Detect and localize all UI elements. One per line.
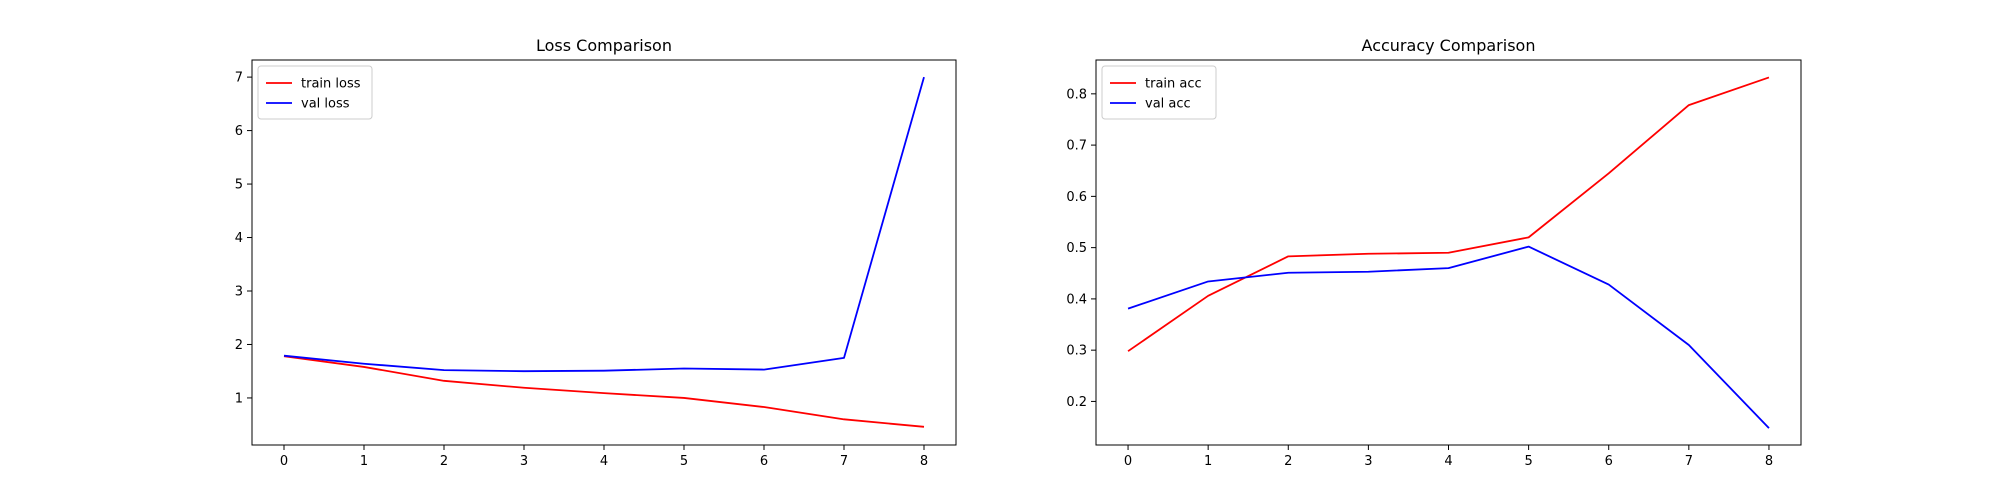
accuracy-x-tick-label: 1 — [1204, 454, 1212, 469]
accuracy-x-tick-label: 7 — [1685, 454, 1693, 469]
accuracy-val-acc-line — [1127, 245, 1770, 429]
loss-legend-label: train loss — [301, 77, 361, 92]
loss-x-tick-label: 6 — [760, 454, 768, 469]
loss-y-tick-label: 6 — [235, 124, 243, 139]
loss-y-tick-label: 4 — [235, 231, 243, 246]
accuracy-y-tick-label: 0.6 — [1066, 190, 1087, 205]
loss-chart: Loss Comparison 0 1 2 3 4 5 6 7 8 1 2 3 4 5 6 7 train los… — [235, 36, 957, 469]
loss-y-tick-label: 2 — [235, 338, 243, 353]
loss-val-loss-line — [283, 76, 925, 373]
loss-x-tick-label: 0 — [280, 454, 288, 469]
accuracy-x-tick-label: 6 — [1605, 454, 1613, 469]
accuracy-legend-box — [1101, 65, 1217, 120]
accuracy-x-tick-label: 4 — [1444, 454, 1452, 469]
accuracy-y-tick-label: 0.8 — [1066, 87, 1087, 102]
accuracy-y-tick-label: 0.3 — [1066, 344, 1087, 359]
loss-y-tick-label: 1 — [235, 391, 243, 406]
loss-x-tick-label: 8 — [920, 454, 928, 469]
loss-x-tick-label: 1 — [360, 454, 368, 469]
accuracy-legend-label: val acc — [1145, 97, 1191, 112]
accuracy-chart-title: Accuracy Comparison — [1362, 36, 1536, 55]
accuracy-y-tick-label: 0.5 — [1066, 241, 1087, 256]
loss-chart-title: Loss Comparison — [536, 36, 672, 55]
loss-x-tick-label: 7 — [840, 454, 848, 469]
accuracy-y-tick-label: 0.4 — [1066, 292, 1087, 307]
loss-x-tick-label: 2 — [440, 454, 448, 469]
accuracy-y-tick-label: 0.2 — [1066, 395, 1087, 410]
loss-x-tick-label: 4 — [600, 454, 608, 469]
accuracy-x-tick-label: 8 — [1765, 454, 1773, 469]
loss-train-loss-line — [283, 355, 925, 428]
loss-x-tick-label: 5 — [680, 454, 688, 469]
loss-legend-box — [257, 65, 373, 120]
loss-x-tick-label: 3 — [520, 454, 528, 469]
loss-y-tick-label: 7 — [235, 71, 243, 86]
accuracy-legend-label: train acc — [1145, 77, 1202, 92]
accuracy-x-tick-label: 5 — [1524, 454, 1532, 469]
loss-y-tick-label: 3 — [235, 285, 243, 300]
loss-legend-label: val loss — [301, 97, 350, 112]
loss-y-tick-label: 5 — [235, 178, 243, 193]
accuracy-x-tick-label: 0 — [1124, 454, 1132, 469]
accuracy-x-tick-label: 2 — [1284, 454, 1292, 469]
accuracy-train-acc-line — [1127, 76, 1770, 352]
accuracy-chart: Accuracy Comparison 0 1 2 3 4 5 6 7 8 0.2 0.3 0.4 0.5… — [1066, 36, 1802, 469]
accuracy-x-tick-label: 3 — [1364, 454, 1372, 469]
accuracy-y-tick-label: 0.7 — [1066, 139, 1087, 154]
